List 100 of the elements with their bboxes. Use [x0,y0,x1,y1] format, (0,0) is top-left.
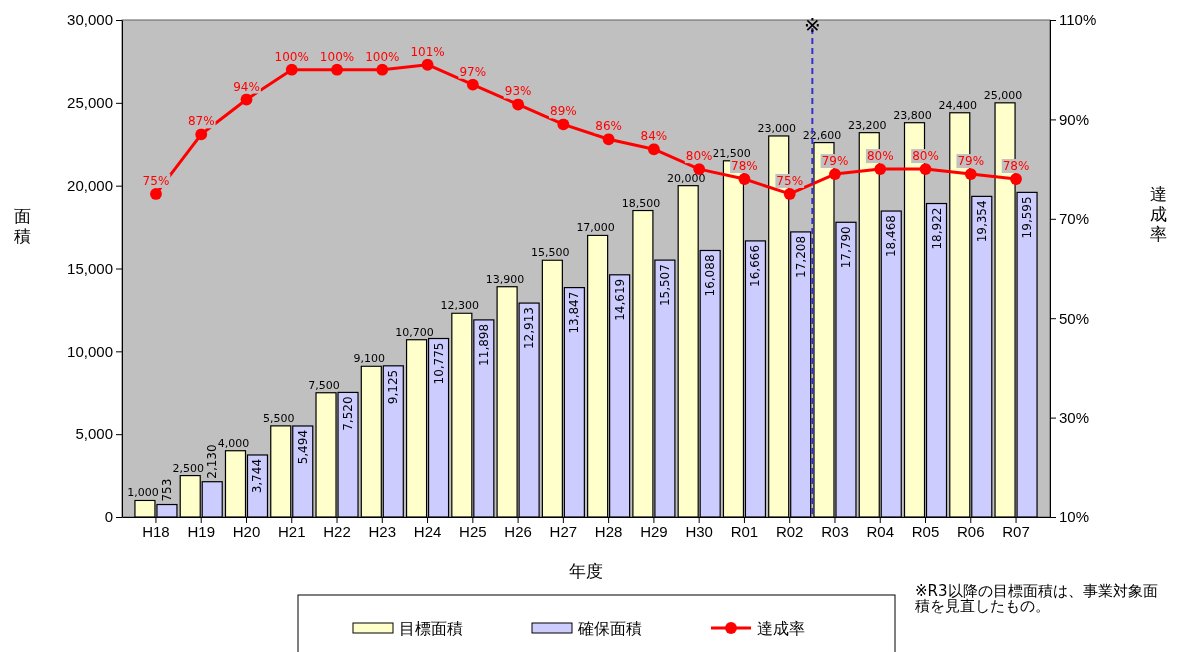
point [557,118,570,131]
x-axis-title: 年度 [569,561,603,581]
x-tick-label: H19 [187,522,215,540]
x-tick-label: R06 [957,522,985,540]
data-label: 75% [776,173,804,188]
x-tick-label: H25 [459,522,487,540]
data-label: 22,600 [802,128,842,142]
data-label: 10,775 [431,342,446,385]
data-label: 24,400 [938,98,978,112]
y-tick-label: 10,000 [67,342,113,360]
data-label: 12,300 [440,299,480,313]
data-label: 79% [957,154,985,169]
data-label: 23,000 [757,121,796,135]
x-tick-label: H20 [232,522,261,540]
x-tick-label: H22 [323,522,351,540]
data-label: 15,507 [657,264,672,307]
data-label: 14,619 [612,278,627,321]
point [512,98,525,111]
data-label: 10,700 [395,325,434,339]
x-tick-label: H27 [549,522,578,540]
data-label: 15,500 [531,246,570,260]
point [376,63,389,76]
x-tick-label: R07 [1002,522,1030,540]
point [829,168,841,180]
data-label: 9,100 [353,352,386,366]
data-label: 16,088 [703,254,718,297]
data-label: 2,500 [172,461,204,475]
data-label: 79% [821,154,849,169]
data-label: 16,666 [748,244,763,287]
data-label: 20,000 [666,171,706,185]
x-tick-label: R01 [730,522,759,540]
ref-line-label: ※ [803,13,821,37]
data-label: 12,913 [522,307,537,350]
data-label: 21,500 [712,146,751,160]
data-label: 13,847 [567,291,582,334]
data-label: 3,744 [250,458,265,494]
y2-tick-label: 90% [1059,110,1090,128]
point [919,163,932,176]
x-tick-label: R02 [775,522,804,540]
x-tick-label: H23 [368,522,397,540]
text: ※R3以降の目標面積は、事業対象面積を見直したもの。 [915,582,1159,615]
x-tick-label: H29 [640,522,668,540]
x-tick-label: H21 [277,522,306,540]
data-label: 5,494 [295,429,310,465]
y2-axis-title: 達成率 [1149,184,1167,244]
point [331,63,343,76]
x-tick-label: H18 [142,522,170,540]
data-label: 17,000 [576,221,615,235]
data-label: 9,125 [386,369,401,405]
data-label: 100% [319,49,355,64]
y2-tick-label: 70% [1059,210,1090,228]
legend-label: 目標面積 [399,619,463,638]
data-label: 7,500 [308,378,340,392]
data-label: 18,922 [929,207,944,250]
x-tick-label: R05 [911,522,940,540]
data-label: 5,500 [263,411,295,425]
data-label: 89% [550,104,577,119]
x-tick-label: H24 [413,522,442,540]
point [195,128,208,141]
point [466,78,479,91]
y-tick-label: 0 [104,508,113,526]
data-label: 100% [365,49,400,64]
data-label: 23,200 [847,118,887,132]
legend-label: 達成率 [757,619,805,638]
y2-tick-label: 110% [1059,11,1097,29]
data-label: 86% [595,119,622,134]
point [602,133,615,146]
data-label: 80% [685,149,713,164]
point [964,168,977,180]
point [874,163,887,176]
data-label: 1,000 [127,486,159,500]
point [738,173,751,185]
data-label: 19,354 [974,200,989,243]
data-label: 17,790 [838,226,853,269]
point [285,63,298,76]
data-label: 87% [187,114,215,129]
point [240,93,253,106]
data-label: 2,130 [205,444,220,479]
data-label: 11,898 [476,323,491,366]
data-label: 78% [731,159,758,174]
y-tick-label: 20,000 [67,176,113,194]
y-axis-title: 面積 [13,206,31,246]
data-label: 80% [866,149,894,164]
data-label: 23,800 [893,108,932,122]
point [1010,173,1022,185]
y2-tick-label: 10% [1059,508,1090,526]
data-label: 75% [142,173,170,188]
data-label: 94% [233,79,260,94]
data-label: 97% [459,64,487,79]
point [647,143,660,156]
data-label: 18,468 [884,215,899,258]
x-tick-label: R03 [821,522,849,540]
data-label: 101% [410,44,445,59]
point [150,188,162,200]
data-label: 18,500 [621,196,661,210]
data-label: 13,900 [485,272,525,286]
data-label: 4,000 [217,436,250,450]
data-label: 93% [504,84,532,99]
data-label: 7,520 [341,396,356,431]
data-label: 78% [1002,159,1030,174]
